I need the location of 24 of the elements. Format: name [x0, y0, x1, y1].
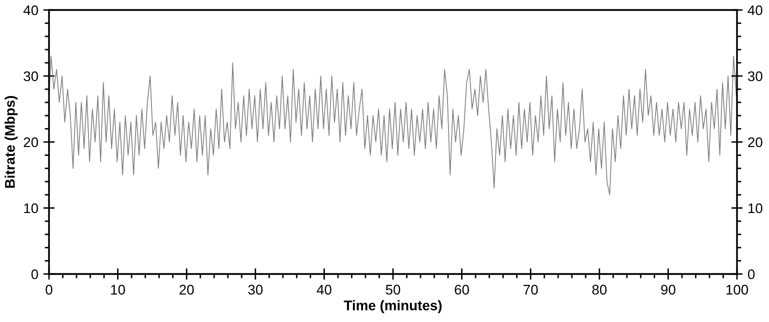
x-tick-label: 10 — [111, 284, 125, 295]
x-tick-label: 70 — [524, 284, 538, 295]
y-tick-label: 10 — [24, 203, 38, 214]
y2-tick-label: 40 — [748, 5, 762, 16]
x-tick-label: 80 — [592, 284, 607, 295]
y-axis-title: Bitrate (Mbps) — [4, 96, 18, 188]
x-tick-label: 20 — [180, 284, 194, 295]
y2-tick-label: 30 — [748, 71, 762, 82]
x-tick-label: 90 — [661, 284, 676, 295]
x-tick-label: 40 — [316, 284, 332, 295]
y2-tick-label: 0 — [748, 269, 755, 280]
y2-tick-label: 20 — [748, 137, 762, 148]
x-tick-label: 60 — [454, 284, 469, 295]
y-tick-label: 30 — [24, 71, 38, 82]
y-tick-label: 0 — [31, 269, 38, 280]
x-axis-title: Time (minutes) — [344, 300, 442, 314]
y-tick-label: 40 — [23, 5, 38, 16]
line-series — [49, 56, 737, 196]
y2-tick-label: 10 — [748, 203, 762, 214]
x-tick-label: 30 — [248, 284, 263, 295]
y-tick-label: 20 — [24, 137, 38, 148]
x-tick-label: 50 — [386, 284, 400, 295]
x-tick-label: 0 — [46, 284, 52, 295]
x-tick-label: 100 — [726, 284, 748, 295]
